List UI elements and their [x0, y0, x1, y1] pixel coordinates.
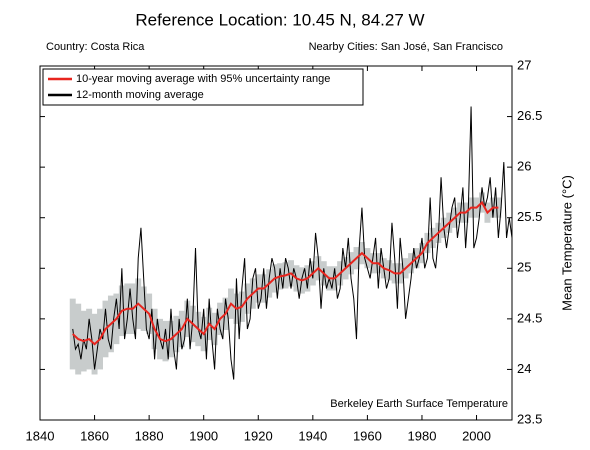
y-tick-label: 25.5 [517, 209, 542, 224]
series-line [72, 106, 513, 380]
x-tick-label: 1940 [298, 428, 327, 443]
x-tick-label: 1960 [353, 428, 382, 443]
legend-label: 10-year moving average with 95% uncertai… [76, 73, 330, 85]
y-tick-label: 24.5 [517, 310, 542, 325]
series-line [72, 200, 499, 346]
x-tick-label: 1880 [135, 428, 164, 443]
chart-title: Reference Location: 10.45 N, 84.27 W [135, 10, 424, 29]
x-tick-label: 1980 [408, 428, 437, 443]
y-tick-label: 26 [517, 159, 531, 174]
x-tick-label: 1840 [26, 428, 55, 443]
y-tick-label: 27 [517, 57, 531, 72]
source-note: Berkeley Earth Surface Temperature [330, 398, 508, 410]
legend-box [42, 68, 364, 106]
y-tick-label: 25 [517, 260, 531, 275]
x-tick-label: 1860 [80, 428, 109, 443]
nearby-cities: Nearby Cities: San José, San Francisco [309, 41, 503, 53]
country: Country: Costa Rica [46, 41, 145, 53]
y-axis-label: Mean Temperature (°C) [559, 175, 574, 311]
y-tick-label: 23.5 [517, 411, 542, 426]
y-tick-label: 26.5 [517, 108, 542, 123]
x-tick-label: 1920 [244, 428, 273, 443]
x-tick-label: 2000 [462, 428, 491, 443]
y-tick-label: 24 [517, 361, 531, 376]
plot-frame [39, 65, 513, 421]
uncertainty-band [69, 298, 76, 370]
plot-area [69, 106, 513, 380]
legend-label: 12-month moving average [76, 89, 204, 101]
x-tick-label: 1900 [189, 428, 218, 443]
